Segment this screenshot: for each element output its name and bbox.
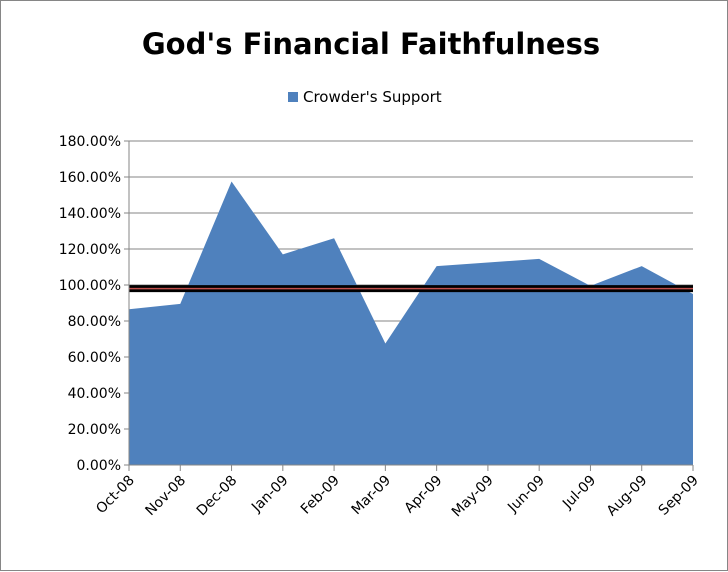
- y-tick-label: 160.00%: [59, 170, 121, 186]
- axes: [124, 140, 694, 471]
- y-tick-label: 60.00%: [68, 350, 121, 366]
- x-tick-label: Dec-08: [194, 473, 241, 520]
- y-tick-label: 0.00%: [77, 458, 121, 474]
- chart-title: God's Financial Faithfulness: [142, 27, 600, 61]
- series-area: [129, 181, 693, 465]
- x-tick-label: Jun-09: [504, 473, 548, 517]
- x-tick-label: May-09: [449, 473, 497, 521]
- legend-label: Crowder's Support: [303, 88, 442, 106]
- x-tick-label: Apr-09: [401, 473, 445, 517]
- y-tick-label: 20.00%: [68, 422, 121, 438]
- y-tick-label: 80.00%: [68, 314, 121, 330]
- x-tick-label: Mar-09: [349, 473, 395, 519]
- y-tick-label: 180.00%: [59, 134, 121, 150]
- legend-swatch: [288, 92, 298, 102]
- y-tick-label: 140.00%: [59, 206, 121, 222]
- x-tick-label: Jul-09: [559, 473, 599, 513]
- y-tick-label: 100.00%: [59, 278, 121, 294]
- series-area-path: [129, 181, 693, 465]
- y-axis-ticks: 0.00% 20.00% 40.00% 60.00% 80.00% 100.00% 120.…: [59, 134, 121, 474]
- x-tick-label: Aug-09: [604, 473, 651, 520]
- x-tick-label: Sep-09: [656, 473, 702, 519]
- y-tick-label: 120.00%: [59, 242, 121, 258]
- x-axis-ticks: Oct-08 Nov-08 Dec-08 Jan-09 Feb-09 Mar-09 Apr-…: [93, 473, 702, 521]
- x-tick-label: Feb-09: [298, 473, 343, 518]
- legend: Crowder's Support: [288, 88, 442, 106]
- x-tick-label: Nov-08: [143, 473, 190, 520]
- x-tick-label: Oct-08: [93, 473, 138, 518]
- x-tick-label: Jan-09: [248, 473, 291, 516]
- y-tick-label: 40.00%: [68, 386, 121, 402]
